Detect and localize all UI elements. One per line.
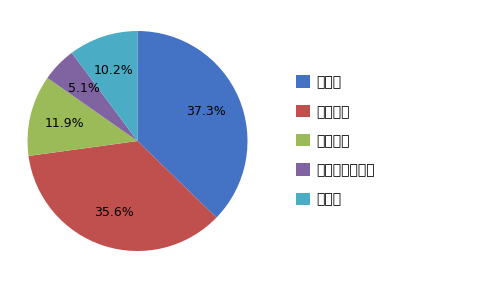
Wedge shape — [48, 53, 138, 141]
Text: 35.6%: 35.6% — [94, 206, 134, 219]
Wedge shape — [28, 141, 216, 251]
Wedge shape — [138, 31, 248, 218]
Text: 37.3%: 37.3% — [186, 105, 226, 118]
Wedge shape — [28, 78, 138, 156]
Wedge shape — [72, 31, 138, 141]
Legend: 大企業, 中小企業, 教育機関, 公的機関・団体, その他: 大企業, 中小企業, 教育機関, 公的機関・団体, その他 — [296, 76, 375, 206]
Text: 10.2%: 10.2% — [94, 63, 134, 76]
Text: 5.1%: 5.1% — [68, 82, 100, 95]
Text: 11.9%: 11.9% — [45, 117, 84, 130]
